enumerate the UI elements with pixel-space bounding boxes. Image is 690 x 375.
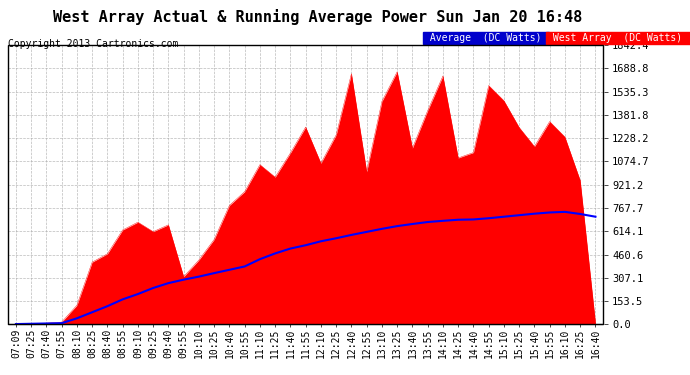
- Text: Average  (DC Watts): Average (DC Watts): [424, 33, 548, 43]
- Text: West Array Actual & Running Average Power Sun Jan 20 16:48: West Array Actual & Running Average Powe…: [52, 9, 582, 26]
- Text: West Array  (DC Watts): West Array (DC Watts): [547, 33, 688, 43]
- Text: Copyright 2013 Cartronics.com: Copyright 2013 Cartronics.com: [8, 39, 179, 50]
